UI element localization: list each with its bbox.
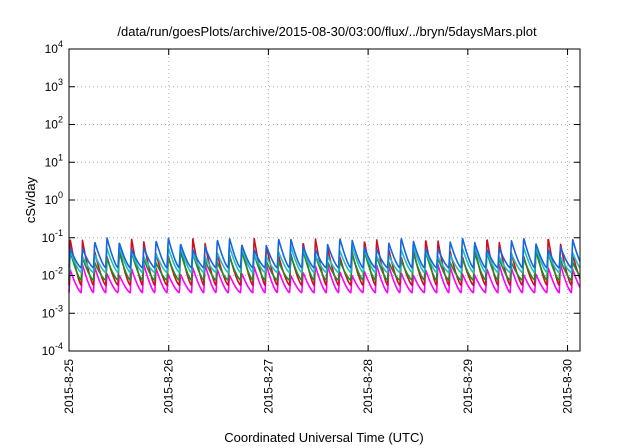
y-axis-label: cSv/day: [23, 176, 38, 223]
x-tick-label: 2015-8-28: [361, 359, 375, 414]
y-tick-label: 10-2: [42, 266, 63, 283]
grid: [69, 49, 580, 351]
x-tick-label: 2015-8-30: [561, 359, 575, 414]
x-tick-label: 2015-8-27: [261, 359, 275, 414]
y-tick-label: 10-4: [42, 341, 63, 358]
series-line: [68, 237, 581, 287]
series-line: [68, 245, 581, 274]
x-axis: 2015-8-25 2015-8-26 2015-8-27 2015-8-28 2015…: [62, 49, 575, 414]
y-tick-label: 101: [45, 152, 63, 169]
series-line: [68, 237, 581, 269]
x-axis-label: Coordinated Universal Time (UTC): [224, 430, 423, 445]
y-tick-label: 102: [45, 115, 63, 132]
y-tick-label: 10-1: [42, 228, 63, 245]
y-tick-label: 104: [45, 39, 63, 56]
y-tick-label: 103: [45, 77, 63, 94]
y-tick-label: 10-3: [42, 303, 63, 320]
x-tick-label: 2015-8-29: [461, 359, 475, 414]
series-group: [68, 237, 581, 294]
x-tick-label: 2015-8-26: [162, 359, 176, 414]
y-tick-label: 100: [45, 190, 63, 207]
y-axis: 10-4 10-3 10-2 10-1 100 101 102 103 104: [42, 39, 580, 358]
series-line: [68, 263, 581, 294]
chart-title: /data/run/goesPlots/archive/2015-08-30/0…: [117, 24, 537, 39]
series-line: [68, 250, 581, 281]
x-tick-label: 2015-8-25: [62, 359, 76, 414]
